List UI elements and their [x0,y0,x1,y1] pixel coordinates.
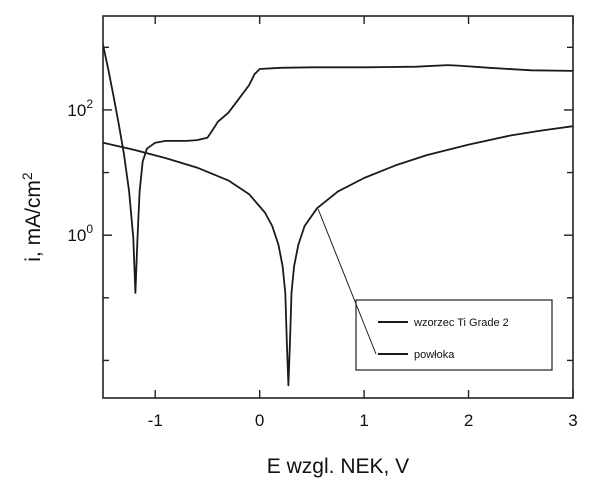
x-tick-label: 1 [359,411,368,430]
y-axis-title: i, mA/cm2 [19,172,45,262]
legend-leader-line [317,209,377,355]
series-line-wzorzec [103,43,573,294]
series-layer [103,43,573,387]
legend-box [355,299,553,371]
legend-label: wzorzec Ti Grade 2 [413,317,509,329]
x-tick-label: -1 [148,411,163,430]
x-tick-label: 2 [464,411,473,430]
y-axis-title-main: i, mA/cm [22,180,45,262]
y-tick-label-base: 10 [67,101,86,120]
legend: wzorzec Ti Grade 2 powłoka [317,209,553,371]
y-tick-label-base: 10 [67,226,86,245]
y-tick-label-exponent: 0 [86,222,93,236]
legend-label: powłoka [414,349,455,361]
x-tick-label: 0 [255,411,264,430]
plot-frame [102,15,574,399]
y-axis-title-superscript: 2 [19,172,35,180]
y-tick-label: 102 [67,97,93,120]
y-tick-label: 100 [67,222,93,245]
series-line-powloka [103,125,573,387]
y-tick-label-exponent: 2 [86,97,93,111]
x-axis-title: E wzgl. NEK, V [267,455,409,478]
x-tick-label: 3 [568,411,577,430]
